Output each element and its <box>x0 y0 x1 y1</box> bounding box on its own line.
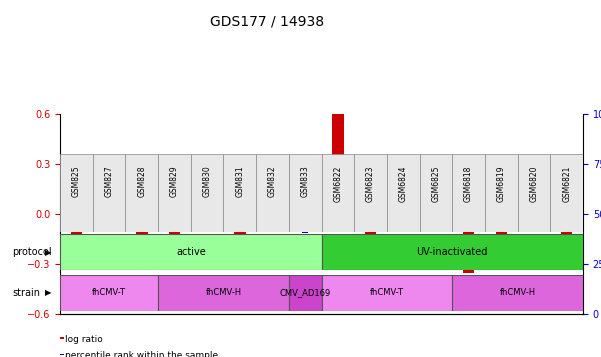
Bar <box>60 275 158 311</box>
Bar <box>463 214 474 272</box>
Text: GDS177 / 14938: GDS177 / 14938 <box>210 14 325 28</box>
Bar <box>136 214 147 242</box>
Text: GSM6825: GSM6825 <box>432 165 441 202</box>
Bar <box>126 154 158 232</box>
FancyBboxPatch shape <box>564 260 570 265</box>
Bar <box>289 275 322 311</box>
Bar <box>322 234 583 270</box>
FancyBboxPatch shape <box>400 226 406 231</box>
Text: log ratio: log ratio <box>65 335 103 344</box>
FancyBboxPatch shape <box>466 212 472 217</box>
FancyBboxPatch shape <box>204 218 210 222</box>
Bar <box>453 275 583 311</box>
Text: active: active <box>176 247 206 257</box>
Bar <box>453 154 485 232</box>
Bar <box>267 214 278 229</box>
Text: GSM6823: GSM6823 <box>366 165 375 202</box>
Text: GSM6819: GSM6819 <box>497 165 506 202</box>
Text: GSM832: GSM832 <box>268 165 277 197</box>
FancyBboxPatch shape <box>433 224 439 228</box>
Text: GSM833: GSM833 <box>300 165 310 197</box>
FancyBboxPatch shape <box>302 228 308 232</box>
Bar <box>551 154 583 232</box>
Text: GSM6821: GSM6821 <box>562 165 571 202</box>
Bar <box>93 154 126 232</box>
Text: fhCMV-H: fhCMV-H <box>499 288 535 297</box>
Bar <box>299 214 311 227</box>
Bar <box>60 154 93 232</box>
Text: CMV_AD169: CMV_AD169 <box>279 288 331 297</box>
Text: GSM830: GSM830 <box>203 165 212 197</box>
FancyBboxPatch shape <box>139 252 145 257</box>
Text: GSM6820: GSM6820 <box>529 165 538 202</box>
Bar <box>103 189 115 214</box>
Text: percentile rank within the sample: percentile rank within the sample <box>65 351 218 357</box>
Bar <box>517 154 551 232</box>
Text: GSM825: GSM825 <box>72 165 81 197</box>
Text: fhCMV-T: fhCMV-T <box>92 288 126 297</box>
FancyBboxPatch shape <box>335 176 341 181</box>
Bar <box>387 154 419 232</box>
Text: ▶: ▶ <box>45 288 52 297</box>
Text: fhCMV-T: fhCMV-T <box>370 288 404 297</box>
FancyBboxPatch shape <box>531 218 537 222</box>
Text: UV-inactivated: UV-inactivated <box>416 247 488 257</box>
FancyBboxPatch shape <box>171 256 177 261</box>
Bar <box>60 234 322 270</box>
Text: GSM828: GSM828 <box>137 165 146 197</box>
Text: GSM829: GSM829 <box>170 165 179 197</box>
Text: GSM6824: GSM6824 <box>398 165 407 202</box>
FancyBboxPatch shape <box>368 252 373 257</box>
Bar <box>201 192 213 214</box>
FancyBboxPatch shape <box>73 252 79 257</box>
Bar <box>397 214 409 221</box>
Text: fhCMV-H: fhCMV-H <box>206 288 242 297</box>
Text: GSM6822: GSM6822 <box>334 165 343 202</box>
Bar <box>191 154 224 232</box>
FancyBboxPatch shape <box>498 236 504 241</box>
Bar <box>71 214 82 244</box>
Bar <box>256 154 289 232</box>
Bar <box>430 214 442 221</box>
FancyBboxPatch shape <box>237 242 243 247</box>
Text: GSM831: GSM831 <box>236 165 245 197</box>
Bar <box>234 214 246 242</box>
Bar <box>496 214 507 241</box>
Bar <box>158 154 191 232</box>
Bar <box>485 154 517 232</box>
Bar <box>322 275 453 311</box>
Bar <box>289 154 322 232</box>
Bar <box>561 214 572 244</box>
FancyBboxPatch shape <box>106 202 112 207</box>
Bar <box>365 214 376 249</box>
Text: strain: strain <box>12 288 40 298</box>
Bar <box>528 214 540 219</box>
Text: ▶: ▶ <box>45 248 52 257</box>
Bar <box>322 154 354 232</box>
Bar <box>419 154 453 232</box>
Bar <box>158 275 289 311</box>
Text: GSM827: GSM827 <box>105 165 114 197</box>
FancyBboxPatch shape <box>270 238 275 242</box>
Bar <box>332 114 344 214</box>
Bar <box>224 154 256 232</box>
Bar <box>354 154 387 232</box>
Text: protocol: protocol <box>12 247 52 257</box>
Bar <box>169 214 180 244</box>
Text: GSM6818: GSM6818 <box>464 165 473 202</box>
